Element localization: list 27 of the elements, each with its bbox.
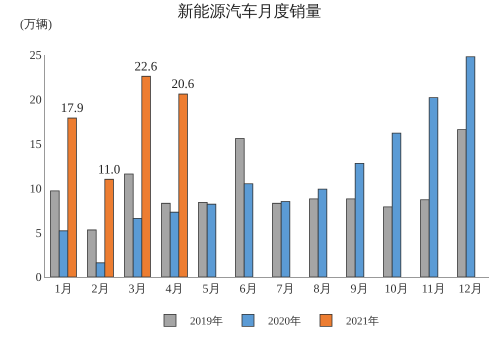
legend-label: 2021年 — [346, 316, 379, 328]
y-axis-title: (万辆) — [20, 17, 52, 31]
y-tick-label: 20 — [30, 92, 42, 107]
x-tick-label: 12月 — [458, 281, 482, 296]
x-tick-label: 11月 — [422, 281, 446, 296]
y-tick-label: 15 — [30, 137, 42, 151]
x-tick-label: 5月 — [202, 281, 220, 296]
x-tick-label: 8月 — [314, 281, 332, 296]
legend-label: 2019年 — [190, 316, 223, 328]
x-tick-label: 7月 — [276, 281, 294, 296]
y-tick-label: 5 — [36, 226, 42, 240]
data-label: 20.6 — [172, 76, 195, 92]
legend-label: 2020年 — [268, 316, 301, 328]
data-label: 17.9 — [60, 100, 84, 116]
x-tick-label: 3月 — [128, 281, 146, 296]
data-label: 11.0 — [98, 161, 120, 176]
x-tick-label: 1月 — [54, 281, 72, 296]
x-tick-label: 2月 — [92, 281, 110, 296]
x-tick-label: 10月 — [384, 281, 408, 296]
x-tick-label: 6月 — [240, 281, 258, 296]
data-label: 22.6 — [134, 58, 158, 74]
x-tick-label: 4月 — [166, 281, 184, 296]
y-tick-label: 0 — [36, 270, 42, 284]
chart-title: 新能源汽车月度销量 — [178, 1, 322, 20]
x-tick-label: 9月 — [350, 281, 368, 296]
y-tick-label: 25 — [30, 48, 42, 62]
y-tick-label: 10 — [30, 181, 42, 196]
